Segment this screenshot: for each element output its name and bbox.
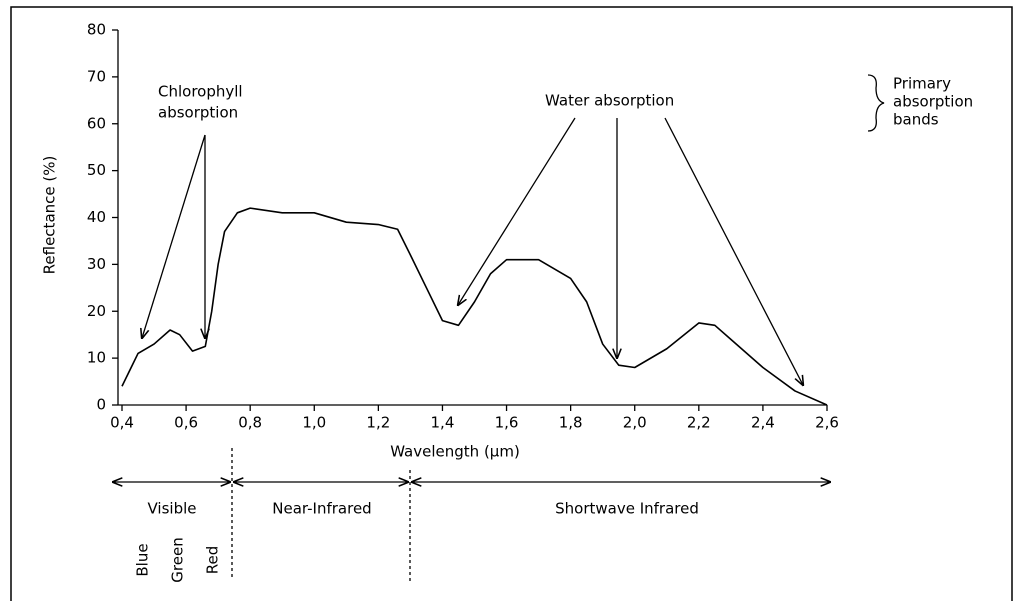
x-tick-label: 2,0 (623, 414, 647, 432)
band-label: Blue (134, 543, 152, 576)
x-tick-label: 1,0 (302, 414, 326, 432)
region-label: Shortwave Infrared (555, 500, 699, 518)
x-tick-label: 2,2 (687, 414, 711, 432)
x-tick-label: 1,2 (366, 414, 390, 432)
x-tick-label: 2,6 (815, 414, 839, 432)
line-series (121, 207, 828, 406)
annotation: Primary (893, 75, 951, 93)
y-axis-label: Reflectance (%) (41, 156, 59, 275)
y-tick-label: 30 (87, 255, 106, 273)
frame (10, 6, 1013, 601)
annotation: Chlorophyll (158, 83, 243, 101)
x-tick-label: 0,8 (238, 414, 262, 432)
region-label: Near-Infrared (272, 500, 371, 518)
region-label: Visible (148, 500, 197, 518)
y-tick-label: 60 (87, 114, 106, 132)
y-tick-label: 40 (87, 208, 106, 226)
y-tick-label: 70 (87, 67, 106, 85)
x-tick-label: 1,6 (495, 414, 519, 432)
x-tick-label: 0,6 (174, 414, 198, 432)
brace (867, 74, 885, 132)
x-tick-label: 1,8 (559, 414, 583, 432)
y-tick-label: 50 (87, 161, 106, 179)
x-tick-label: 0,4 (110, 414, 134, 432)
arrow (142, 134, 206, 338)
x-axis-label: Wavelength (µm) (390, 443, 520, 461)
x-tick-label: 2,4 (751, 414, 775, 432)
y-tick-label: 10 (87, 349, 106, 367)
arrow (664, 117, 803, 385)
y-tick-label: 80 (87, 21, 106, 39)
y-tick-label: 0 (96, 396, 106, 414)
arrow (458, 117, 576, 305)
annotation: bands (893, 111, 939, 129)
band-label: Red (204, 546, 222, 575)
band-label: Green (169, 537, 187, 582)
annotation: absorption (158, 104, 238, 122)
x-tick-label: 1,4 (431, 414, 455, 432)
annotation: Water absorption (545, 92, 674, 110)
annotation: absorption (893, 93, 973, 111)
y-tick-label: 20 (87, 302, 106, 320)
